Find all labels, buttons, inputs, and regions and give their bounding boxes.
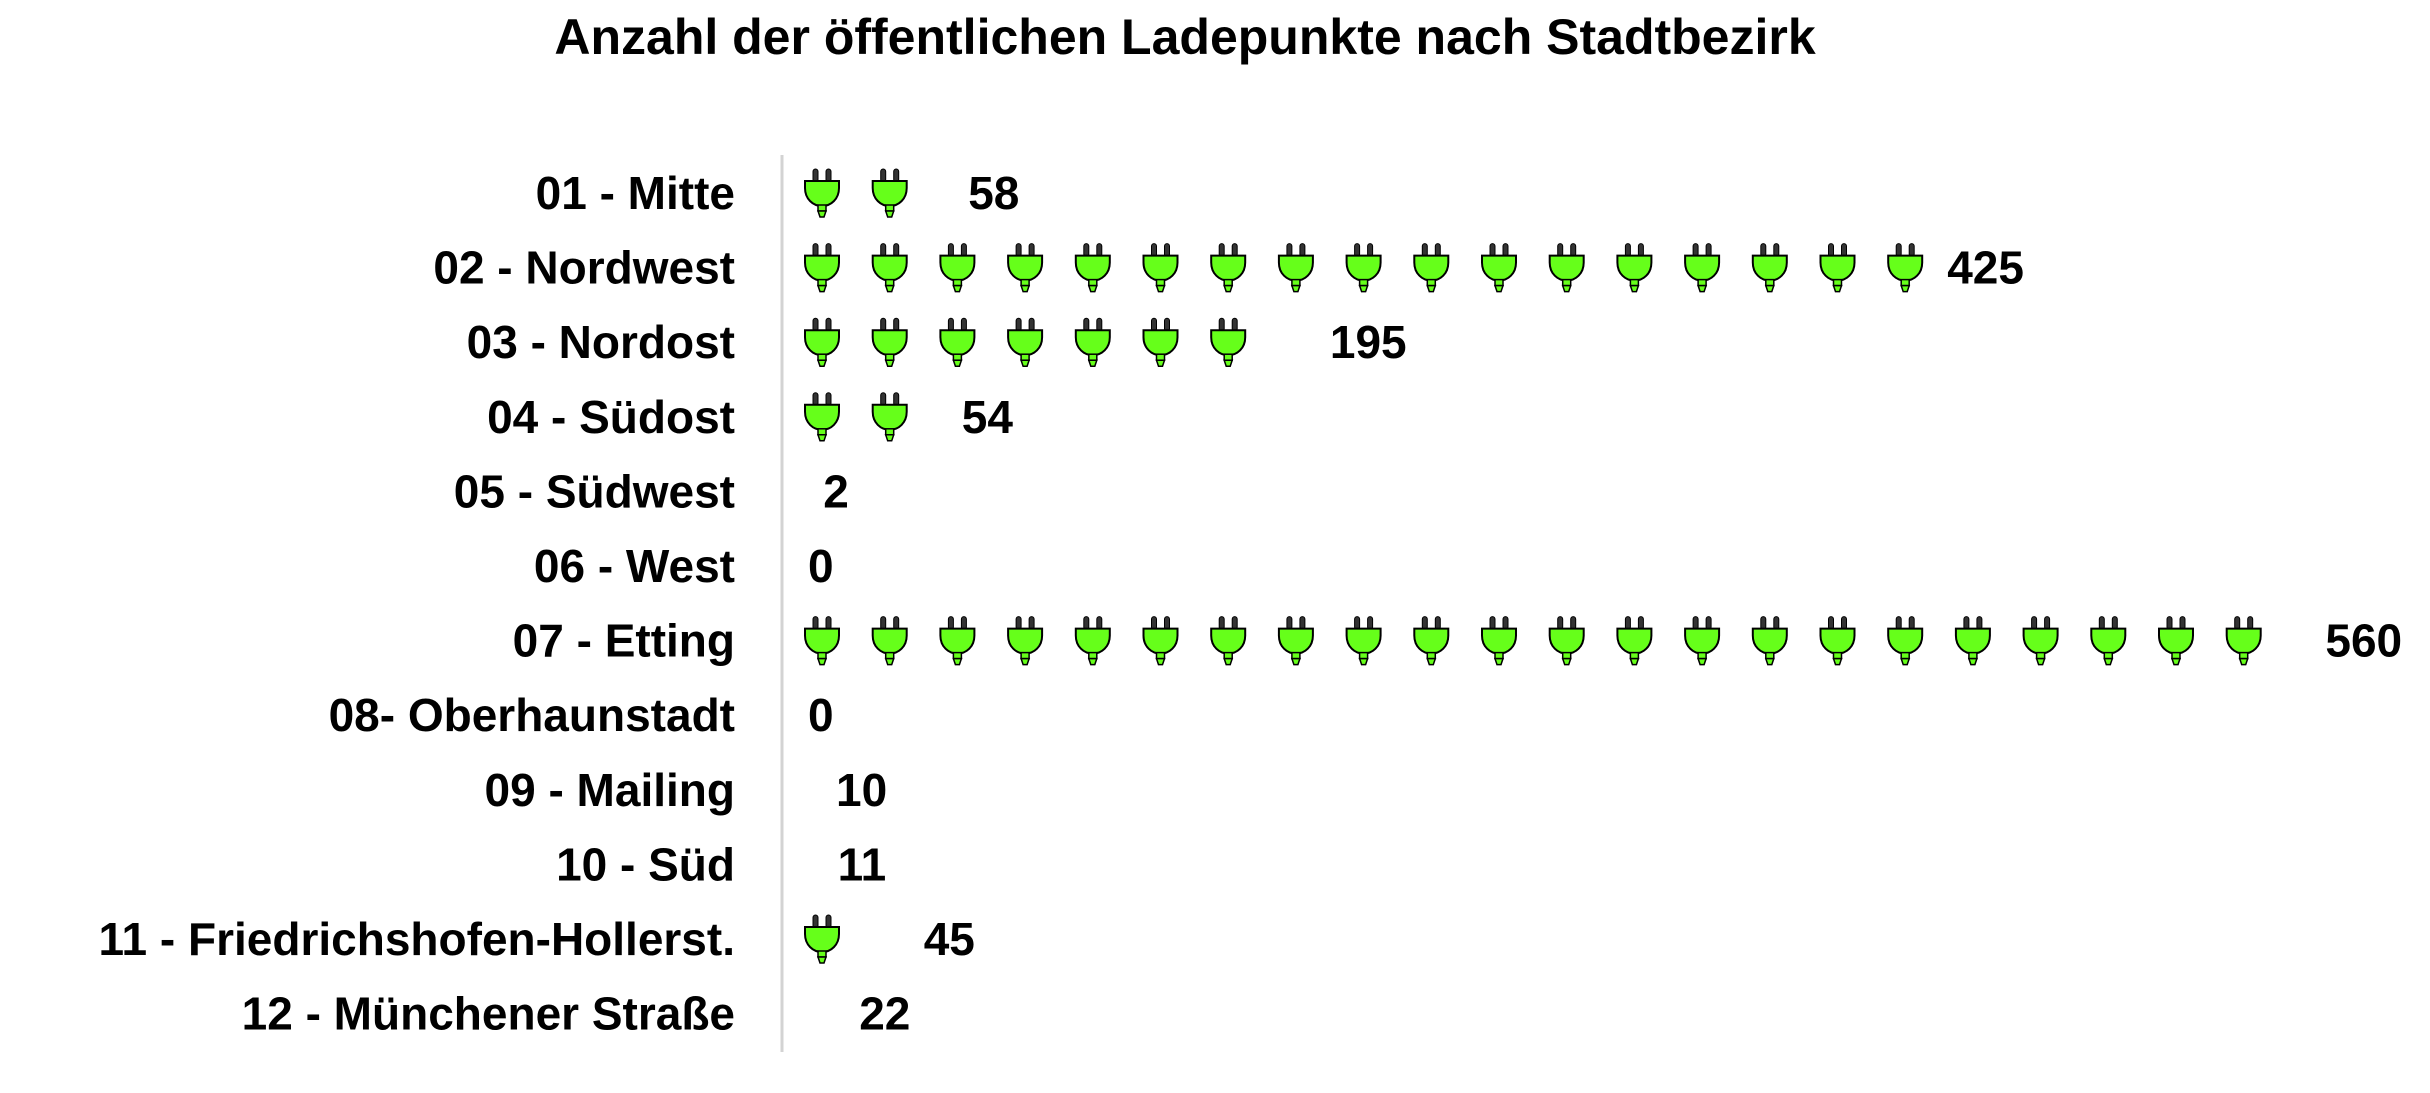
value-label: 425 xyxy=(1947,242,2024,294)
plug-icon xyxy=(1142,242,1179,293)
plug-icon xyxy=(804,988,838,1039)
value-label: 11 xyxy=(838,838,887,890)
category-label: 05 - Südwest xyxy=(454,465,735,517)
plug-icon xyxy=(804,839,820,890)
plug-icon xyxy=(1548,242,1585,293)
category-label: 12 - Münchener Straße xyxy=(242,988,735,1040)
plug-icon xyxy=(1413,615,1450,666)
category-label: 02 - Nordwest xyxy=(433,242,735,294)
plug-icon xyxy=(1210,242,1247,293)
chart-row: 08- Oberhaunstadt 0 xyxy=(329,689,834,741)
plug-icon xyxy=(1277,317,1308,368)
chart-row: 03 - Nordost 195 xyxy=(467,316,1407,368)
category-label: 04 - Südost xyxy=(487,391,735,443)
plug-icon xyxy=(2090,615,2127,666)
plug-icon xyxy=(871,914,902,964)
value-label: 22 xyxy=(859,988,910,1040)
plug-icon xyxy=(1074,615,1111,666)
plug-icon xyxy=(1345,242,1382,293)
plug-icon xyxy=(1277,242,1314,293)
plug-icon xyxy=(1481,242,1517,293)
chart-row: 05 - Südwest 2 xyxy=(454,465,849,517)
plug-icon xyxy=(1142,615,1179,666)
plug-icon xyxy=(804,914,840,964)
plug-icon xyxy=(2022,615,2059,666)
plug-icon xyxy=(1413,242,1450,293)
plug-icon xyxy=(1345,615,1382,666)
plug-icon xyxy=(1616,242,1653,293)
plug-icon xyxy=(1684,615,1721,666)
plug-icon xyxy=(804,615,840,666)
category-label: 07 - Etting xyxy=(513,615,735,667)
category-label: 09 - Mailing xyxy=(485,764,735,816)
chart-row: 07 - Etting 560 xyxy=(513,615,2402,667)
plug-icon xyxy=(939,615,976,666)
plug-icon xyxy=(804,242,840,293)
value-label: 54 xyxy=(962,391,1014,443)
value-label: 10 xyxy=(836,764,887,816)
chart-row: 11 - Friedrichshofen-Hollerst. 45 xyxy=(99,913,975,965)
plug-icon xyxy=(1007,242,1044,293)
category-label: 06 - West xyxy=(534,540,735,592)
value-label: 0 xyxy=(808,689,834,741)
plug-icon xyxy=(1142,317,1179,368)
chart-row: 10 - Süd 11 xyxy=(556,838,886,890)
plug-icon xyxy=(1954,615,1991,666)
value-label: 58 xyxy=(968,167,1019,219)
plug-icon xyxy=(871,242,908,293)
plug-icon xyxy=(1684,242,1721,293)
plug-icon xyxy=(871,317,908,368)
plug-icon xyxy=(1548,615,1585,666)
plug-icon xyxy=(1819,242,1856,293)
plug-icon xyxy=(2225,615,2262,666)
plug-icon xyxy=(2158,615,2194,666)
plug-icon xyxy=(1007,615,1044,666)
plug-icon xyxy=(804,391,840,442)
category-label: 01 - Mitte xyxy=(536,167,735,219)
plug-icon xyxy=(1481,615,1517,666)
plug-icon xyxy=(1616,615,1653,666)
plug-icon xyxy=(871,391,908,442)
value-label: 2 xyxy=(823,465,849,517)
category-label: 10 - Süd xyxy=(556,838,735,890)
value-label: 560 xyxy=(2325,615,2402,667)
plug-icon xyxy=(1751,242,1788,293)
plug-icon xyxy=(939,317,976,368)
chart-row: 06 - West 0 xyxy=(534,540,834,592)
plug-icon xyxy=(871,615,908,666)
chart-row: 12 - Münchener Straße 22 xyxy=(242,988,911,1040)
category-label: 03 - Nordost xyxy=(467,316,735,368)
value-label: 0 xyxy=(808,540,834,592)
chart-row: 04 - Südost 54 xyxy=(487,391,1013,443)
plug-icon xyxy=(1074,242,1111,293)
chart-title: Anzahl der öffentlichen Ladepunkte nach … xyxy=(554,9,1816,65)
plug-icon xyxy=(804,317,840,368)
plug-icon xyxy=(1277,615,1314,666)
plug-icon xyxy=(1751,615,1788,666)
plug-icon xyxy=(1007,317,1044,368)
value-label: 195 xyxy=(1330,316,1407,368)
category-label: 08- Oberhaunstadt xyxy=(329,689,735,741)
plug-icon xyxy=(1074,317,1111,368)
plug-icon xyxy=(871,168,908,218)
value-label: 45 xyxy=(924,913,975,965)
plug-icon xyxy=(939,242,976,293)
chart-row: 02 - Nordwest 425 xyxy=(433,242,2024,294)
plug-icon xyxy=(2293,615,2308,666)
chart-row: 01 - Mitte 58 xyxy=(536,167,1020,219)
plug-icon xyxy=(1210,615,1247,666)
plug-icon xyxy=(1887,615,1924,666)
plug-icon xyxy=(1887,242,1924,293)
plug-icon xyxy=(1819,615,1856,666)
category-label: 11 - Friedrichshofen-Hollerst. xyxy=(99,913,735,965)
plug-icon xyxy=(804,764,818,815)
plug-icon xyxy=(804,168,840,218)
chart-row: 09 - Mailing 10 xyxy=(485,764,888,816)
plug-icon xyxy=(1210,317,1247,368)
